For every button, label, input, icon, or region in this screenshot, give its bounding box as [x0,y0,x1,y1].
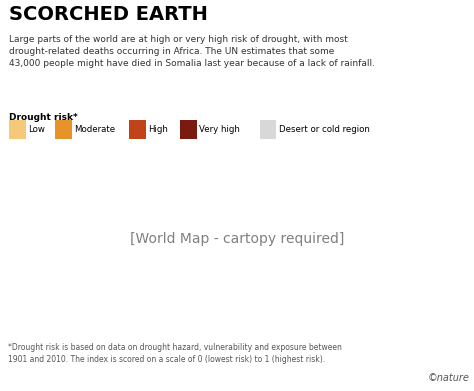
Text: High: High [148,125,168,134]
Text: [World Map - cartopy required]: [World Map - cartopy required] [130,231,344,246]
Text: Low: Low [28,125,46,134]
Text: SCORCHED EARTH: SCORCHED EARTH [9,5,209,25]
Text: Moderate: Moderate [74,125,115,134]
Text: *Drought risk is based on data on drought hazard, vulnerability and exposure bet: *Drought risk is based on data on drough… [8,343,342,364]
Text: Drought risk*: Drought risk* [9,113,78,122]
FancyBboxPatch shape [55,120,72,139]
Text: Very high: Very high [199,125,240,134]
FancyBboxPatch shape [129,120,146,139]
Text: Desert or cold region: Desert or cold region [279,125,370,134]
FancyBboxPatch shape [9,120,26,139]
FancyBboxPatch shape [180,120,197,139]
Text: Large parts of the world are at high or very high risk of drought, with most
dro: Large parts of the world are at high or … [9,35,375,68]
FancyBboxPatch shape [260,120,276,139]
Text: ©nature: ©nature [428,373,470,383]
